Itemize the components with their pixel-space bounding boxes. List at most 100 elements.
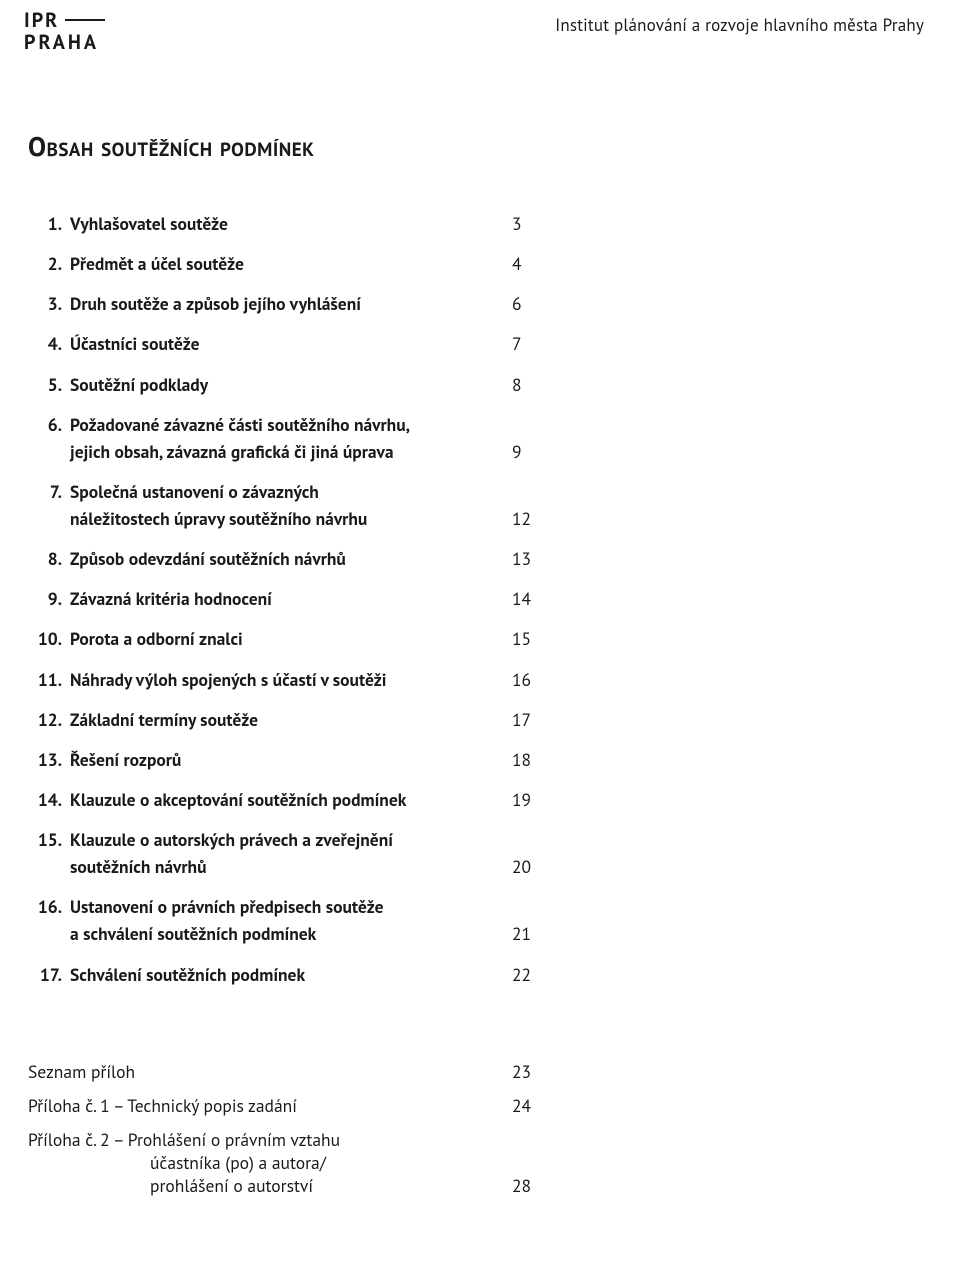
toc-label: Náhrady výloh spojených s účastí v soutě… bbox=[70, 666, 512, 693]
toc-number: 1. bbox=[28, 210, 70, 237]
appendix-page-number: 24 bbox=[512, 1094, 548, 1117]
appendix-row: Příloha č. 1 – Technický popis zadání24 bbox=[28, 1094, 548, 1117]
toc-label: Závazná kritéria hodnocení bbox=[70, 585, 512, 612]
appendix-row: Příloha č. 2 – Prohlášení o právním vzta… bbox=[28, 1128, 548, 1151]
toc-label: Základní termíny soutěže bbox=[70, 706, 512, 733]
toc-page-number: 20 bbox=[512, 853, 548, 880]
institution-name: Institut plánování a rozvoje hlavního mě… bbox=[555, 14, 924, 36]
toc-page-number: 17 bbox=[512, 706, 548, 733]
toc-number bbox=[28, 920, 70, 947]
toc-page-number: 4 bbox=[512, 250, 548, 277]
toc-page-number bbox=[512, 411, 548, 438]
toc-label: Předmět a účel soutěže bbox=[70, 250, 512, 277]
appendix-row: účastníka (po) a autora/ bbox=[28, 1151, 548, 1174]
toc-page-number: 19 bbox=[512, 786, 548, 813]
toc-label: jejich obsah, závazná grafická či jiná ú… bbox=[70, 438, 512, 465]
toc-row: soutěžních návrhů20 bbox=[28, 853, 548, 880]
toc-row: 7.Společná ustanovení o závazných bbox=[28, 478, 548, 505]
toc-number: 9. bbox=[28, 585, 70, 612]
appendix-list: Seznam příloh23 Příloha č. 1 – Technický … bbox=[28, 1060, 548, 1197]
toc-number: 5. bbox=[28, 371, 70, 398]
toc-number: 17. bbox=[28, 961, 70, 988]
toc-label: Vyhlašovatel soutěže bbox=[70, 210, 512, 237]
appendix-row: prohlášení o autorství28 bbox=[28, 1174, 548, 1197]
toc-number: 15. bbox=[28, 826, 70, 853]
toc-label: náležitostech úpravy soutěžního návrhu bbox=[70, 505, 512, 532]
toc-label: Soutěžní podklady bbox=[70, 371, 512, 398]
toc-page-number: 14 bbox=[512, 585, 548, 612]
toc-row: a schválení soutěžních podmínek21 bbox=[28, 920, 548, 947]
toc-label: Způsob odevzdání soutěžních návrhů bbox=[70, 545, 512, 572]
toc-page-number: 18 bbox=[512, 746, 548, 773]
toc-row: 17.Schválení soutěžních podmínek22 bbox=[28, 961, 548, 988]
toc-row: 8.Způsob odevzdání soutěžních návrhů13 bbox=[28, 545, 548, 572]
toc-number: 16. bbox=[28, 893, 70, 920]
toc-label: Účastníci soutěže bbox=[70, 330, 512, 357]
toc-row: 9.Závazná kritéria hodnocení14 bbox=[28, 585, 548, 612]
content-block: Obsah soutěžních podmínek 1.Vyhlašovatel… bbox=[28, 130, 548, 1208]
toc-row: 1.Vyhlašovatel soutěže3 bbox=[28, 210, 548, 237]
toc-page-number: 22 bbox=[512, 961, 548, 988]
toc-row: 14.Klauzule o akceptování soutěžních pod… bbox=[28, 786, 548, 813]
toc-page-number: 8 bbox=[512, 371, 548, 398]
toc-page-number: 12 bbox=[512, 505, 548, 532]
toc-row: náležitostech úpravy soutěžního návrhu12 bbox=[28, 505, 548, 532]
toc-row: jejich obsah, závazná grafická či jiná ú… bbox=[28, 438, 548, 465]
appendix-label: účastníka (po) a autora/ bbox=[28, 1151, 512, 1174]
toc-number: 11. bbox=[28, 666, 70, 693]
toc-label: soutěžních návrhů bbox=[70, 853, 512, 880]
toc-row: 3.Druh soutěže a způsob jejího vyhlášení… bbox=[28, 290, 548, 317]
toc-number: 12. bbox=[28, 706, 70, 733]
toc-row: 12.Základní termíny soutěže17 bbox=[28, 706, 548, 733]
appendix-label: Příloha č. 2 – Prohlášení o právním vzta… bbox=[28, 1128, 512, 1151]
toc-row: 11.Náhrady výloh spojených s účastí v so… bbox=[28, 666, 548, 693]
toc-page-number: 21 bbox=[512, 920, 548, 947]
toc-page-number bbox=[512, 826, 548, 853]
toc-label: Schválení soutěžních podmínek bbox=[70, 961, 512, 988]
toc-row: 2.Předmět a účel soutěže4 bbox=[28, 250, 548, 277]
toc-row: 6.Požadované závazné části soutěžního ná… bbox=[28, 411, 548, 438]
page-title: Obsah soutěžních podmínek bbox=[28, 130, 548, 164]
toc-page-number: 6 bbox=[512, 290, 548, 317]
toc-label: Ustanovení o právních předpisech soutěže bbox=[70, 893, 512, 920]
toc-label: Druh soutěže a způsob jejího vyhlášení bbox=[70, 290, 512, 317]
document-page: Institut plánování a rozvoje hlavního mě… bbox=[0, 0, 960, 1272]
toc-row: 5.Soutěžní podklady8 bbox=[28, 371, 548, 398]
logo: IPR PRAHA bbox=[24, 10, 105, 52]
toc-number: 13. bbox=[28, 746, 70, 773]
toc-label: Požadované závazné části soutěžního návr… bbox=[70, 411, 512, 438]
toc-page-number bbox=[512, 478, 548, 505]
appendix-heading-label: Seznam příloh bbox=[28, 1060, 512, 1083]
toc-row: 16.Ustanovení o právních předpisech sout… bbox=[28, 893, 548, 920]
toc-number bbox=[28, 505, 70, 532]
toc-page-number: 7 bbox=[512, 330, 548, 357]
toc-label: Společná ustanovení o závazných bbox=[70, 478, 512, 505]
toc-label: a schválení soutěžních podmínek bbox=[70, 920, 512, 947]
logo-text-ipr: IPR bbox=[24, 10, 59, 30]
toc-number: 3. bbox=[28, 290, 70, 317]
toc-page-number: 9 bbox=[512, 438, 548, 465]
toc-number bbox=[28, 853, 70, 880]
toc-page-number: 16 bbox=[512, 666, 548, 693]
toc-number: 8. bbox=[28, 545, 70, 572]
toc-number: 14. bbox=[28, 786, 70, 813]
toc-page-number: 13 bbox=[512, 545, 548, 572]
appendix-heading-page: 23 bbox=[512, 1060, 548, 1083]
toc-label: Klauzule o autorských právech a zveřejně… bbox=[70, 826, 512, 853]
logo-line-1: IPR bbox=[24, 10, 105, 30]
toc-row: 4.Účastníci soutěže7 bbox=[28, 330, 548, 357]
toc-number: 4. bbox=[28, 330, 70, 357]
toc-row: 15.Klauzule o autorských právech a zveře… bbox=[28, 826, 548, 853]
toc-page-number: 3 bbox=[512, 210, 548, 237]
logo-text-praha: PRAHA bbox=[24, 32, 105, 52]
toc-number: 7. bbox=[28, 478, 70, 505]
toc-page-number: 15 bbox=[512, 625, 548, 652]
appendix-heading-row: Seznam příloh23 bbox=[28, 1060, 548, 1083]
appendix-label: prohlášení o autorství bbox=[28, 1174, 512, 1197]
table-of-contents: 1.Vyhlašovatel soutěže3 2.Předmět a účel … bbox=[28, 210, 548, 988]
toc-label: Klauzule o akceptování soutěžních podmín… bbox=[70, 786, 512, 813]
toc-number: 10. bbox=[28, 625, 70, 652]
logo-rule-icon bbox=[65, 19, 105, 21]
appendix-page-number bbox=[512, 1151, 548, 1174]
appendix-page-number bbox=[512, 1128, 548, 1151]
